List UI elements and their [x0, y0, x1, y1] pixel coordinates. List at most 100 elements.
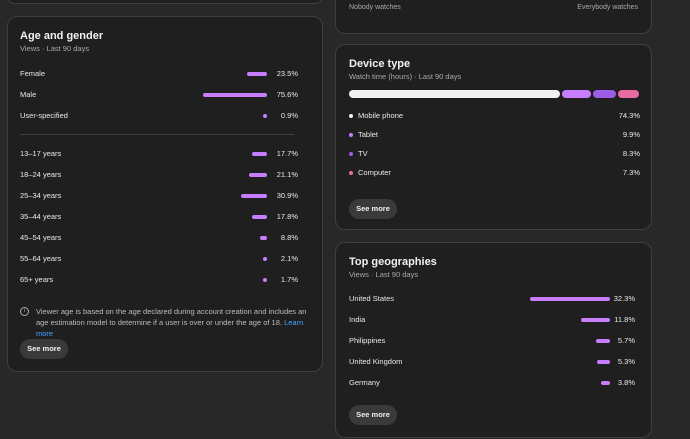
legend-dot — [349, 133, 353, 137]
device-row-label: TV — [358, 149, 368, 158]
age-row-bar — [263, 277, 267, 282]
age-row-bar — [263, 256, 267, 261]
age-row-label: 65+ years — [20, 275, 54, 284]
top-geographies-card: Top geographies Views · Last 90 days Uni… — [335, 242, 652, 438]
age-row: 35–44 years 17.8% — [8, 212, 322, 224]
age-row-value: 21.1% — [276, 170, 298, 179]
gender-row: Female 23.5% — [8, 69, 322, 81]
gender-row-value: 0.9% — [280, 111, 298, 120]
geography-row: United Kingdom 5.3% — [336, 357, 651, 369]
age-row: 18–24 years 21.1% — [8, 170, 322, 182]
geography-row-bar — [529, 296, 610, 301]
age-gender-card: Age and gender Views · Last 90 days Fema… — [7, 16, 323, 372]
age-row-value: 1.7% — [280, 275, 298, 284]
gender-row-value: 75.6% — [276, 90, 298, 99]
age-row-label: 25–34 years — [20, 191, 62, 200]
age-row: 65+ years 1.7% — [8, 275, 322, 287]
device-row-value: 8.3% — [622, 149, 640, 158]
age-row: 13–17 years 17.7% — [8, 149, 322, 161]
age-row: 45–54 years 8.8% — [8, 233, 322, 245]
age-row-label: 18–24 years — [20, 170, 62, 179]
geography-row: United States 32.3% — [336, 294, 651, 306]
age-row-bar — [252, 214, 267, 219]
age-note: Viewer age is based on the age declared … — [36, 306, 308, 339]
gender-row: User-specified 0.9% — [8, 111, 322, 123]
legend-dot — [349, 114, 353, 118]
device-bar-segment — [618, 90, 640, 98]
device-type-title: Device type — [349, 58, 411, 70]
device-row-label: Tablet — [358, 130, 379, 139]
gender-row-label: User-specified — [20, 111, 68, 120]
device-bar-segment — [592, 90, 617, 98]
device-stacked-bar — [349, 90, 640, 98]
device-row-value: 74.3% — [618, 111, 640, 120]
geography-row: Germany 3.8% — [336, 378, 651, 390]
geography-row-bar — [595, 338, 610, 343]
geography-row-label: United Kingdom — [349, 357, 403, 366]
geography-row-bar — [596, 359, 610, 364]
device-type-subtitle: Watch time (hours) · Last 90 days — [349, 72, 462, 81]
age-row-label: 55–64 years — [20, 254, 62, 263]
geography-row-value: 32.3% — [613, 294, 635, 303]
section-divider — [20, 134, 294, 135]
device-type-card: Device type Watch time (hours) · Last 90… — [335, 44, 652, 230]
device-row: Tablet 9.9% — [336, 130, 651, 142]
device-row-value: 9.9% — [622, 130, 640, 139]
device-bar-segment — [562, 90, 591, 98]
age-gender-title: Age and gender — [20, 30, 104, 42]
device-row-label: Computer — [358, 168, 391, 177]
age-row-label: 35–44 years — [20, 212, 62, 221]
geography-row: India 11.8% — [336, 315, 651, 327]
geography-row-label: Germany — [349, 378, 380, 387]
device-row: Computer 7.3% — [336, 168, 651, 180]
gender-row-label: Male — [20, 90, 37, 99]
age-gender-subtitle: Views · Last 90 days — [20, 44, 90, 53]
age-row-value: 17.8% — [276, 212, 298, 221]
geography-row-value: 5.3% — [617, 357, 635, 366]
device-row: TV 8.3% — [336, 149, 651, 161]
device-row: Mobile phone 74.3% — [336, 111, 651, 123]
geography-row-label: Philippines — [349, 336, 386, 345]
legend-dot — [349, 171, 353, 175]
gender-row-value: 23.5% — [276, 69, 298, 78]
age-row-bar — [252, 151, 267, 156]
geography-row-value: 5.7% — [617, 336, 635, 345]
learn-more-link[interactable]: Learn more — [36, 318, 304, 338]
device-type-see-more-button[interactable]: See more — [349, 199, 397, 219]
age-row-label: 13–17 years — [20, 149, 62, 158]
gender-row-bar — [203, 92, 267, 97]
age-row-bar — [241, 193, 267, 198]
device-row-value: 7.3% — [622, 168, 640, 177]
info-icon: i — [20, 307, 29, 316]
top-card-fragment: Nobody watches Everybody watches — [335, 0, 652, 34]
age-row-value: 8.8% — [280, 233, 298, 242]
geography-row-label: India — [349, 315, 366, 324]
geography-row: Philippines 5.7% — [336, 336, 651, 348]
gender-row-label: Female — [20, 69, 46, 78]
gender-row: Male 75.6% — [8, 90, 322, 102]
age-gender-see-more-button[interactable]: See more — [20, 339, 68, 359]
top-geographies-title: Top geographies — [349, 256, 437, 268]
age-row-value: 17.7% — [276, 149, 298, 158]
legend-dot — [349, 152, 353, 156]
geography-row-bar — [600, 380, 610, 385]
gender-row-bar — [247, 71, 267, 76]
device-row-label: Mobile phone — [358, 111, 404, 120]
geography-row-value: 3.8% — [617, 378, 635, 387]
geography-row-bar — [580, 317, 610, 322]
top-geographies-subtitle: Views · Last 90 days — [349, 270, 419, 279]
scale-right-label: Everybody watches — [577, 4, 638, 11]
age-row-value: 2.1% — [280, 254, 298, 263]
age-note-text: Viewer age is based on the age declared … — [36, 307, 307, 327]
device-bar-segment — [349, 90, 561, 98]
age-row-label: 45–54 years — [20, 233, 62, 242]
age-row-bar — [259, 235, 267, 240]
age-row: 25–34 years 30.9% — [8, 191, 322, 203]
gender-row-bar — [263, 113, 267, 118]
top-geographies-see-more-button[interactable]: See more — [349, 405, 397, 425]
age-row-value: 30.9% — [276, 191, 298, 200]
geography-row-label: United States — [349, 294, 395, 303]
scale-left-label: Nobody watches — [349, 4, 401, 11]
left-top-card-fragment — [7, 0, 323, 4]
age-row-bar — [249, 172, 267, 177]
